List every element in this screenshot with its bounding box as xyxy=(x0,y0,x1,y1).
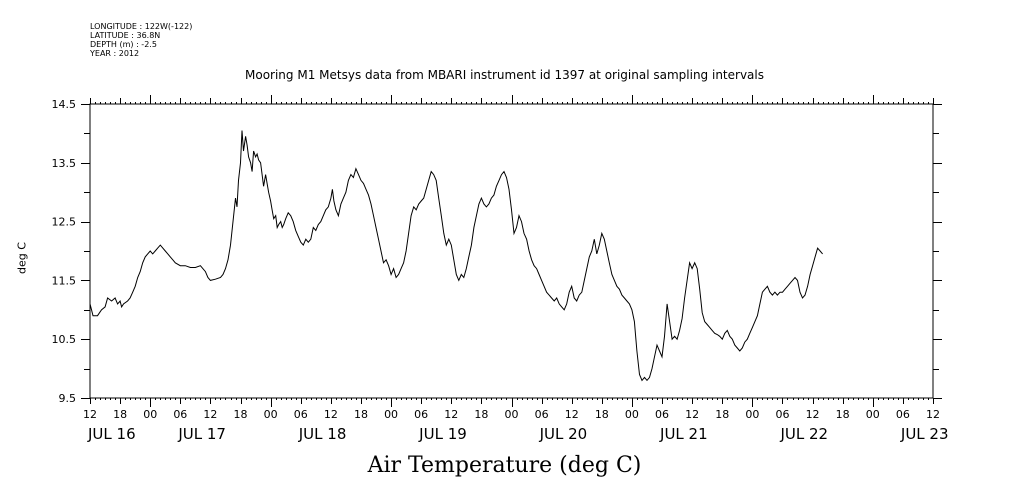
series-line xyxy=(89,130,823,382)
x-tick-label: 18 xyxy=(234,408,248,421)
y-tick-label: 12.5 xyxy=(52,216,77,229)
x-tick-label: 00 xyxy=(625,408,639,421)
x-tick-label: 00 xyxy=(745,408,759,421)
x-tick-label: 18 xyxy=(595,408,609,421)
x-tick-label: 18 xyxy=(836,408,850,421)
x-day-label: JUL 18 xyxy=(298,425,347,443)
x-tick-label: 12 xyxy=(203,408,217,421)
x-tick-label: 06 xyxy=(414,408,428,421)
latitude-label: LATITUDE : 36.8N xyxy=(90,31,161,40)
y-tick-label: 11.5 xyxy=(52,274,77,287)
chart-title: Mooring M1 Metsys data from MBARI instru… xyxy=(245,68,764,82)
x-tick-label: 18 xyxy=(354,408,368,421)
y-tick-label: 9.5 xyxy=(59,392,77,405)
x-tick-label: 18 xyxy=(715,408,729,421)
x-tick-label: 12 xyxy=(926,408,940,421)
x-tick-label: 12 xyxy=(444,408,458,421)
x-day-label: JUL 22 xyxy=(779,425,828,443)
y-tick-label: 10.5 xyxy=(52,333,77,346)
x-day-label: JUL 17 xyxy=(177,425,226,443)
x-axis-label: Air Temperature (deg C) xyxy=(367,453,642,478)
year-label: YEAR : 2012 xyxy=(90,49,140,58)
x-tick-label: 00 xyxy=(505,408,519,421)
depth-label: DEPTH (m) : -2.5 xyxy=(90,40,157,49)
y-axis-label: deg C xyxy=(15,242,29,274)
x-tick-label: 00 xyxy=(143,408,157,421)
x-tick-label: 12 xyxy=(806,408,820,421)
plot-frame xyxy=(89,103,934,399)
y-tick-label: 13.5 xyxy=(52,157,77,170)
x-tick-label: 12 xyxy=(324,408,338,421)
longitude-label: LONGITUDE : 122W(-122) xyxy=(90,22,193,31)
x-day-label: JUL 16 xyxy=(87,425,136,443)
x-tick-label: 06 xyxy=(294,408,308,421)
x-tick-label: 06 xyxy=(173,408,187,421)
x-tick-label: 06 xyxy=(655,408,669,421)
x-tick-label: 06 xyxy=(535,408,549,421)
x-tick-label: 18 xyxy=(474,408,488,421)
x-tick-label: 00 xyxy=(866,408,880,421)
x-tick-label: 12 xyxy=(685,408,699,421)
x-day-label: JUL 23 xyxy=(900,425,949,443)
x-day-label: JUL 21 xyxy=(659,425,708,443)
x-tick-label: 12 xyxy=(83,408,97,421)
x-tick-label: 18 xyxy=(113,408,127,421)
x-tick-label: 06 xyxy=(896,408,910,421)
x-tick-label: 12 xyxy=(565,408,579,421)
x-day-label: JUL 20 xyxy=(539,425,588,443)
x-tick-label: 00 xyxy=(384,408,398,421)
x-tick-label: 00 xyxy=(264,408,278,421)
x-tick-label: 06 xyxy=(775,408,789,421)
y-tick-label: 14.5 xyxy=(52,98,77,111)
x-day-label: JUL 19 xyxy=(418,425,467,443)
